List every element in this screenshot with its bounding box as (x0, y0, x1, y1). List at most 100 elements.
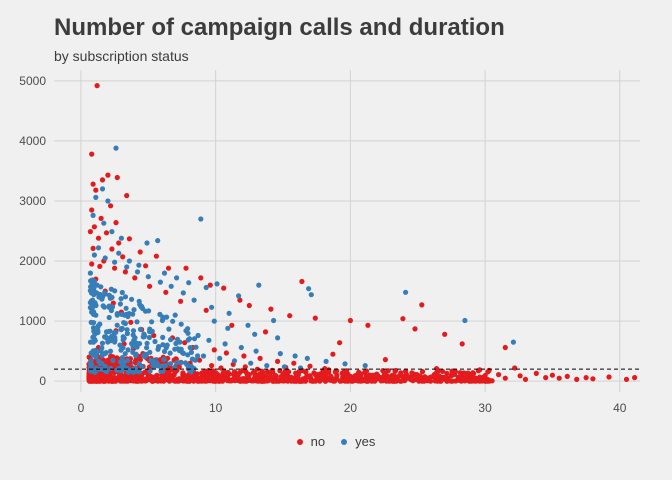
data-point-yes (92, 289, 98, 295)
data-point-no (574, 376, 580, 382)
data-point-yes (125, 357, 131, 363)
data-point-yes (125, 347, 131, 353)
data-point-yes (160, 342, 166, 348)
data-point-no (590, 376, 596, 382)
data-point-yes (130, 311, 136, 317)
data-point-no (90, 181, 96, 187)
data-point-no (442, 331, 448, 337)
axis-tick-labels: 0 10 20 30 40 0 1000 2000 3000 4000 5000 (19, 74, 626, 415)
data-point-no (347, 317, 353, 324)
data-point-yes (122, 351, 128, 357)
data-point-yes (342, 361, 348, 367)
data-point-yes (188, 349, 194, 355)
data-point-no (103, 230, 110, 236)
data-point-yes (195, 353, 201, 359)
data-point-no (449, 378, 455, 384)
data-point-no (158, 377, 164, 383)
data-point-yes (155, 346, 161, 352)
data-point-yes (186, 336, 193, 342)
data-point-yes (113, 145, 119, 151)
data-point-no (207, 282, 213, 288)
data-point-no (339, 370, 345, 376)
data-point-yes (185, 330, 191, 336)
data-point-yes (191, 297, 197, 303)
data-point-no (99, 177, 106, 183)
data-point-yes (403, 289, 409, 295)
data-point-yes (149, 328, 155, 334)
data-point-no (108, 203, 114, 209)
x-tick-label: 40 (613, 401, 627, 415)
data-point-no (389, 378, 395, 384)
data-point-yes (161, 348, 168, 355)
data-point-yes (99, 340, 106, 346)
data-point-yes (90, 311, 97, 317)
data-point-yes (105, 339, 111, 345)
legend-item-no: no (296, 434, 325, 449)
data-point-yes (122, 294, 129, 300)
data-point-yes (157, 279, 163, 285)
data-point-no (389, 373, 395, 380)
data-point-no (347, 377, 353, 384)
data-point-yes (116, 250, 122, 256)
data-point-no (286, 369, 292, 375)
data-point-yes (144, 240, 150, 246)
data-point-yes (98, 284, 104, 290)
data-point-no (330, 351, 336, 357)
data-point-no (464, 371, 470, 377)
data-point-no (623, 376, 630, 382)
data-point-no (274, 377, 280, 384)
data-point-yes (123, 311, 129, 317)
data-point-yes (186, 280, 192, 286)
data-point-no (284, 377, 290, 383)
data-point-no (265, 378, 271, 384)
data-point-yes (108, 365, 114, 371)
data-point-yes (510, 339, 516, 345)
data-point-no (146, 377, 152, 383)
data-point-yes (271, 317, 277, 324)
data-point-no (632, 375, 638, 381)
data-point-yes (142, 308, 149, 314)
data-point-yes (238, 344, 244, 351)
data-point-yes (121, 320, 127, 326)
data-point-no (380, 377, 386, 383)
data-point-no (102, 377, 108, 384)
data-point-no (543, 375, 549, 381)
data-point-no (400, 316, 406, 322)
data-point-no (246, 302, 252, 309)
data-point-no (297, 378, 303, 384)
data-point-yes (120, 334, 126, 340)
data-point-yes (304, 355, 310, 361)
data-point-no (240, 376, 246, 382)
data-point-yes (206, 337, 212, 343)
data-point-yes (109, 229, 115, 235)
data-point-yes (362, 363, 368, 369)
data-point-yes (150, 359, 156, 365)
data-point-yes (245, 322, 251, 328)
data-point-yes (152, 338, 158, 345)
legend-dot-yes (341, 438, 348, 445)
data-point-yes (91, 303, 97, 309)
data-point-yes (264, 363, 270, 369)
data-point-yes (225, 325, 231, 331)
data-point-no (412, 326, 418, 332)
data-point-yes (99, 345, 105, 351)
data-point-no (295, 372, 301, 378)
data-point-no (141, 378, 147, 384)
data-point-no (95, 235, 102, 241)
data-point-yes (203, 284, 209, 291)
data-point-yes (462, 317, 468, 324)
data-point-no (132, 275, 138, 281)
data-point-no (182, 340, 188, 346)
data-point-yes (147, 368, 153, 374)
data-point-no (374, 371, 380, 377)
legend: no yes (0, 434, 672, 449)
data-point-no (113, 220, 119, 226)
data-point-no (443, 374, 449, 380)
data-point-yes (211, 318, 217, 324)
data-point-no (457, 370, 463, 376)
data-point-no (414, 372, 420, 378)
data-point-no (345, 373, 351, 379)
data-point-no (228, 377, 234, 383)
data-point-no (147, 283, 153, 289)
